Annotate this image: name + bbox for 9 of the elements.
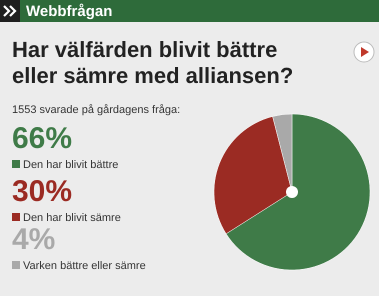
- data-label: 66%: [12, 122, 72, 155]
- text: Webbfrågan: [26, 3, 112, 20]
- data-label: 4%: [12, 223, 56, 256]
- legend-label: Varken bättre eller sämre: [23, 260, 146, 272]
- data-label: 30%: [12, 175, 72, 208]
- chart-title: Har välfärden blivit bättre eller sämre med alliansen?: [12, 37, 294, 88]
- legend-label: Den har blivit sämre: [23, 212, 121, 224]
- legend-label: Den har blivit bättre: [23, 159, 118, 171]
- chart-subtitle: 1553 svarade på gårdagens fråga:: [12, 104, 180, 116]
